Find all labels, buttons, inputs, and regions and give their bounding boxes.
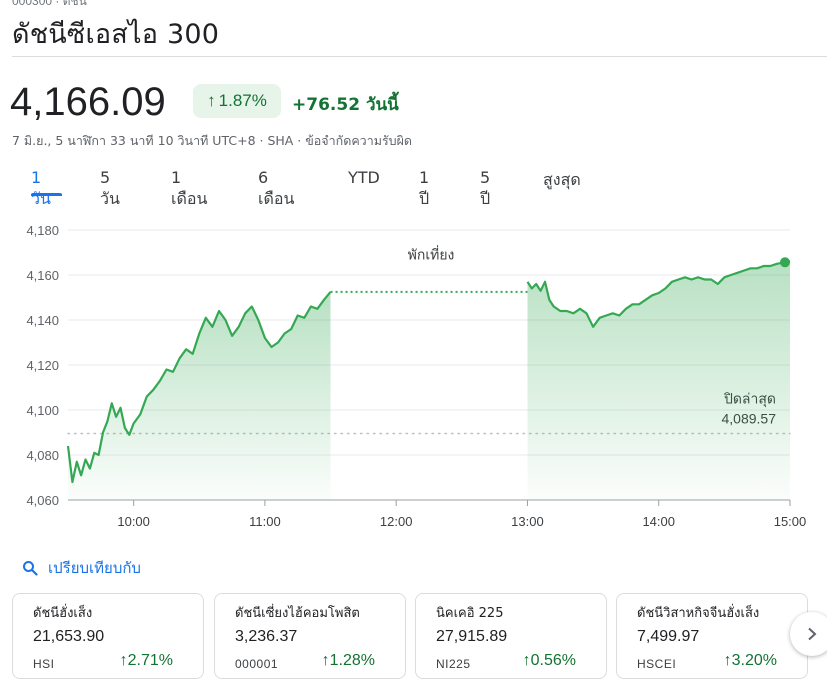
page-title: ดัชนีซีเอสไอ 300 (12, 19, 220, 50)
tab-6-months[interactable]: 6 เดือน (258, 168, 295, 208)
card-name: ดัชนีเซี่ยงไฮ้คอมโพสิต (235, 606, 360, 621)
y-tick-label: 4,120 (26, 358, 59, 373)
morning-series-line (66, 291, 332, 484)
compare-button[interactable]: เปรียบเทียบกับ (22, 556, 141, 580)
card-price: 21,653.90 (33, 628, 105, 645)
card-symbol: 000001 (235, 657, 279, 671)
y-tick-label: 4,080 (26, 448, 59, 463)
tab-1-year[interactable]: 1 ปี (419, 168, 430, 208)
card-change: ↑3.20% (724, 652, 777, 670)
arrow-up-icon: ↑ (321, 652, 330, 669)
x-tick-label: 11:00 (249, 514, 281, 529)
compare-label: เปรียบเทียบกับ (48, 559, 141, 577)
compare-card-hscei[interactable]: ดัชนีวิสาหกิจจีนฮั่งเส็ง 7,499.97 HSCEI … (616, 593, 808, 679)
y-tick-label: 4,160 (26, 268, 59, 283)
x-tick-label: 13:00 (511, 514, 544, 529)
x-tick-label: 10:00 (117, 514, 150, 529)
x-tick-label: 14:00 (642, 514, 675, 529)
afternoon-series-area (527, 261, 790, 500)
card-symbol: NI225 (436, 657, 471, 671)
card-name: นิคเคอิ 225 (436, 606, 504, 621)
divider (12, 56, 827, 57)
card-price: 27,915.89 (436, 628, 508, 645)
percent-change-chip: ↑ 1.87% (193, 84, 281, 118)
x-tick-label: 15:00 (774, 514, 807, 529)
y-tick-label: 4,140 (26, 313, 59, 328)
card-change-value: 1.28% (329, 652, 375, 669)
card-change: ↑1.28% (322, 652, 375, 670)
active-tab-indicator (31, 193, 62, 196)
card-change: ↑2.71% (120, 652, 173, 670)
compare-card-hsi[interactable]: ดัชนีฮั่งเส็ง 21,653.90 HSI ↑2.71% (12, 593, 204, 679)
afternoon-series-line (526, 260, 791, 328)
card-name: ดัชนีฮั่งเส็ง (33, 606, 93, 621)
period-label: วันนี้ (365, 95, 399, 115)
timestamp-line: 7 มิ.ย., 5 นาฬิกา 33 นาที 10 วินาที UTC+… (12, 133, 413, 148)
absolute-change: +76.52 วันนี้ (292, 91, 399, 118)
tab-max[interactable]: สูงสุด (543, 170, 581, 189)
y-tick-label: 4,100 (26, 403, 59, 418)
percent-change: 1.87% (218, 91, 267, 110)
morning-series-area (68, 291, 331, 500)
card-price: 7,499.97 (637, 628, 700, 645)
last-price-marker (780, 257, 790, 268)
arrow-up-icon: ↑ (207, 91, 216, 110)
search-icon (23, 561, 38, 576)
card-name: ดัชนีวิสาหกิจจีนฮั่งเส็ง (637, 606, 760, 621)
price-chart[interactable]: 4,180 4,160 4,140 4,120 4,100 4,080 4,060 10:00… (0, 215, 827, 535)
absolute-change-value: +76.52 (292, 95, 361, 115)
card-price: 3,236.37 (235, 628, 298, 645)
compare-card-nikkei[interactable]: นิคเคอิ 225 27,915.89 NI225 ↑0.56% (415, 593, 607, 679)
arrow-up-icon: ↑ (119, 652, 128, 669)
current-price: 4,166.09 (10, 80, 166, 124)
tab-1-day[interactable]: 1 วัน (31, 168, 51, 208)
card-change-value: 2.71% (127, 652, 173, 669)
arrow-up-icon: ↑ (522, 652, 531, 669)
card-change-value: 3.20% (731, 652, 777, 669)
card-change-value: 0.56% (530, 652, 576, 669)
tab-1-month[interactable]: 1 เดือน (171, 168, 208, 208)
y-tick-label: 4,180 (26, 223, 59, 238)
chevron-right-icon (808, 627, 817, 641)
arrow-up-icon: ↑ (723, 652, 732, 669)
tab-5-days[interactable]: 5 วัน (100, 168, 120, 208)
compare-card-shanghai[interactable]: ดัชนีเซี่ยงไฮ้คอมโพสิต 3,236.37 000001 ↑… (214, 593, 406, 679)
breadcrumb: 000300 · ดัชนี (12, 0, 87, 8)
x-tick-label: 12:00 (380, 514, 413, 529)
next-cards-button[interactable] (790, 612, 827, 656)
card-symbol: HSCEI (637, 657, 677, 671)
card-symbol: HSI (33, 657, 55, 671)
card-change: ↑0.56% (523, 652, 576, 670)
tab-5-years[interactable]: 5 ปี (480, 168, 491, 208)
tab-ytd[interactable]: YTD (348, 168, 380, 187)
lunch-break-label: พักเที่ยง (408, 245, 455, 263)
y-tick-label: 4,060 (26, 493, 59, 508)
